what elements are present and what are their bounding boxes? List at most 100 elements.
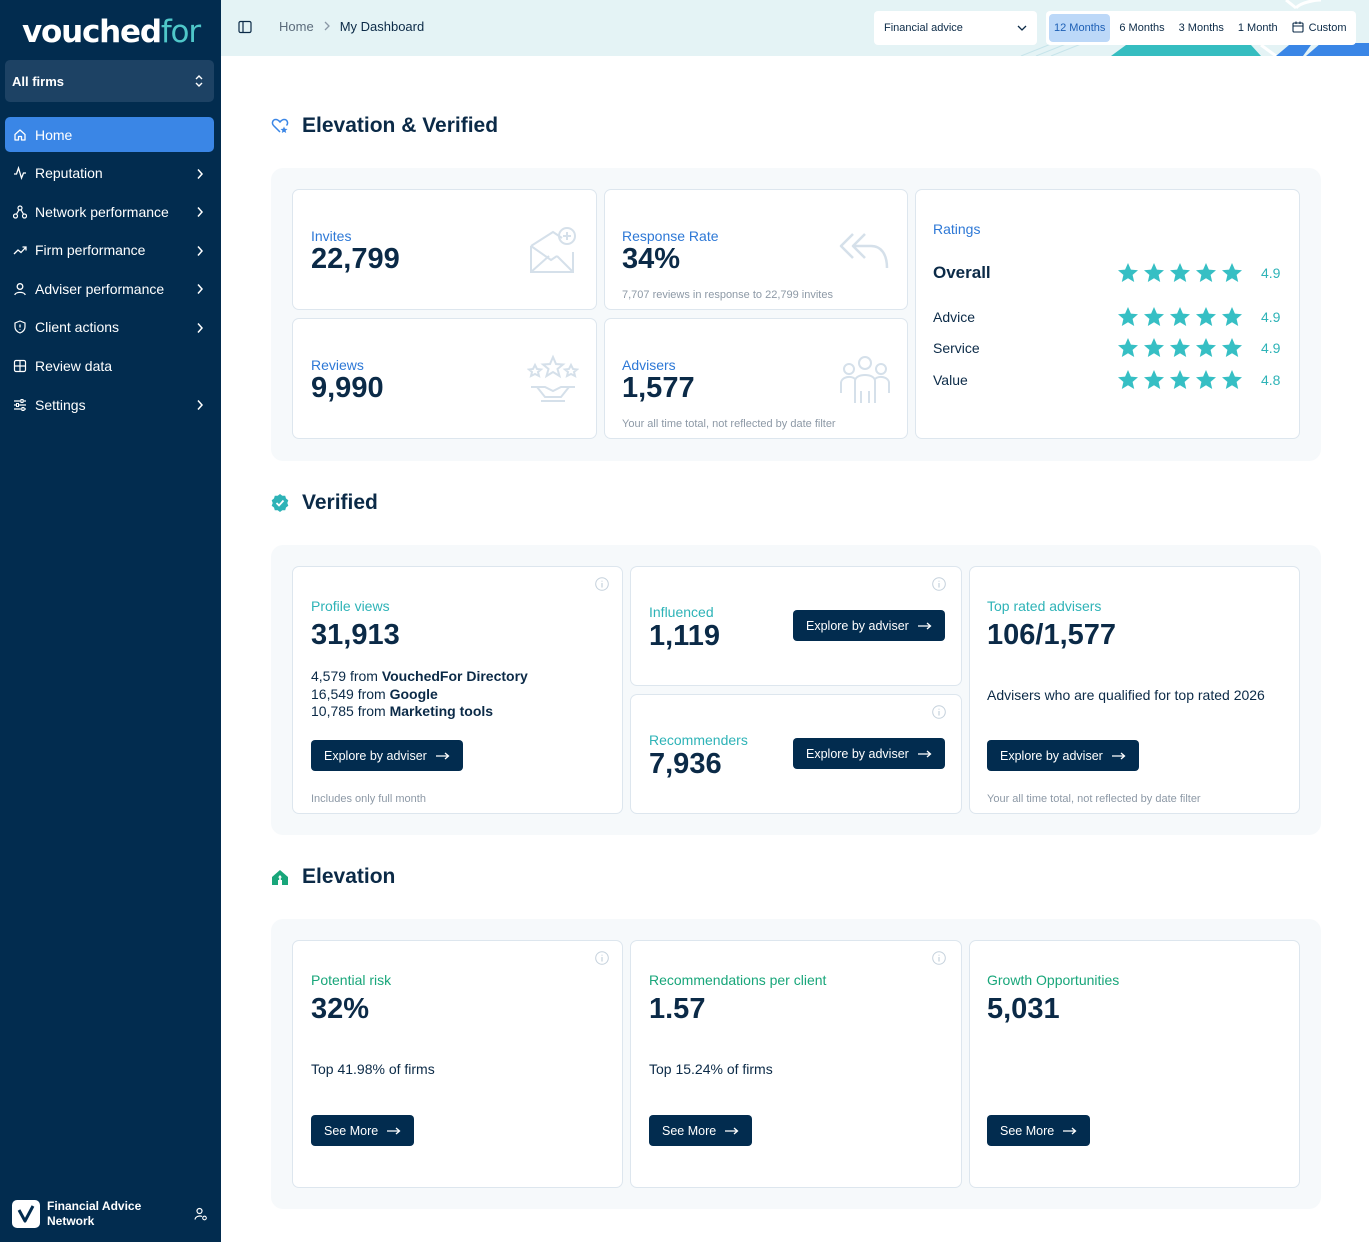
info-icon[interactable]: [932, 705, 946, 719]
vouchedfor-logo[interactable]: vouchedfor: [22, 14, 201, 50]
top-rated-value: 106/1,577: [987, 619, 1117, 651]
advisers-value: 1,577: [622, 372, 695, 404]
star-icon: [1222, 338, 1242, 357]
sidebar-item-label: Firm performance: [35, 242, 146, 259]
star-icon: [1144, 263, 1164, 282]
rating-label: Overall: [933, 263, 991, 282]
ratings-card: Ratings Overall 4.9 Advice 4.9: [915, 189, 1300, 439]
period-custom-label: Custom: [1308, 22, 1347, 34]
star-icon: [1170, 307, 1190, 326]
sidebar-item-firm-performance[interactable]: Firm performance: [5, 233, 214, 268]
top-rated-card: Top rated advisers 106/1,577 Advisers wh…: [969, 566, 1300, 814]
arrow-right-icon: [387, 1124, 401, 1138]
activity-icon: [13, 166, 27, 181]
see-more-button[interactable]: See More: [987, 1115, 1091, 1146]
explore-by-adviser-button[interactable]: Explore by adviser: [793, 738, 945, 769]
response-rate-card: Response Rate 34% 7,707 reviews in respo…: [604, 189, 908, 310]
user-settings-icon[interactable]: [194, 1207, 208, 1226]
star-icon: [1118, 370, 1138, 389]
star-icon: [1118, 307, 1138, 326]
reviews-card: Reviews 9,990: [292, 318, 597, 439]
rating-label: Advice: [933, 309, 976, 325]
period-12-months[interactable]: 12 Months: [1049, 14, 1111, 42]
star-icon: [1222, 307, 1242, 326]
profile-views-label: Profile views: [311, 598, 390, 614]
sidebar-item-adviser-performance[interactable]: Adviser performance: [5, 271, 214, 306]
period-selector: 12 Months 6 Months 3 Months 1 Month Cust…: [1046, 11, 1356, 45]
info-icon[interactable]: [932, 951, 946, 965]
firm-selector[interactable]: All firms: [5, 60, 214, 102]
account-footer[interactable]: Financial Advice Network: [12, 1198, 212, 1230]
rating-row-value: Value 4.8: [933, 369, 1298, 391]
growth-opportunities-value: 5,031: [987, 993, 1060, 1025]
info-icon[interactable]: [595, 577, 609, 591]
star-icon: [1196, 338, 1216, 357]
invites-card: Invites 22,799: [292, 189, 597, 310]
star-icon: [1144, 370, 1164, 389]
sidebar-item-review-data[interactable]: Review data: [5, 349, 214, 384]
heart-star-icon: [271, 117, 289, 135]
elevation-panel: Potential risk 32% Top 41.98% of firms S…: [271, 919, 1321, 1209]
calendar-icon: [1292, 21, 1304, 36]
influenced-label: Influenced: [649, 604, 714, 620]
reviews-value: 9,990: [311, 372, 384, 404]
sidebar-item-network-performance[interactable]: Network performance: [5, 194, 214, 229]
info-icon[interactable]: [595, 951, 609, 965]
chevron-right-icon: [196, 167, 204, 183]
explore-by-adviser-button[interactable]: Explore by adviser: [793, 610, 945, 641]
info-icon[interactable]: [932, 577, 946, 591]
rating-label: Value: [933, 372, 968, 388]
advisers-label: Advisers: [622, 357, 676, 373]
sidebar-item-client-actions[interactable]: Client actions: [5, 310, 214, 345]
response-rate-label: Response Rate: [622, 228, 719, 244]
ratings-title: Ratings: [933, 221, 981, 237]
star-icon: [1144, 338, 1164, 357]
rating-score: 4.9: [1261, 265, 1281, 281]
response-rate-note: 7,707 reviews in response to 22,799 invi…: [622, 289, 833, 301]
mail-plus-icon: [527, 224, 579, 281]
chevron-updown-icon: [194, 74, 204, 91]
growth-opportunities-card: Growth Opportunities 5,031 See More: [969, 940, 1300, 1188]
explore-by-adviser-button[interactable]: Explore by adviser: [311, 740, 463, 771]
period-1-month[interactable]: 1 Month: [1237, 22, 1278, 34]
sidebar-item-home[interactable]: Home: [5, 117, 214, 152]
star-icon: [1196, 307, 1216, 326]
stars-hand-icon: [526, 353, 580, 410]
sidebar-item-reputation[interactable]: Reputation: [5, 156, 214, 191]
growth-opportunities-label: Growth Opportunities: [987, 972, 1120, 988]
profile-views-sources: 4,579 from VouchedFor Directory 16,549 f…: [311, 668, 528, 721]
star-icon: [1170, 338, 1190, 357]
rating-label: Service: [933, 340, 980, 356]
account-name: Financial Advice Network: [47, 1199, 142, 1228]
reply-all-icon: [839, 228, 891, 277]
star-icon: [1118, 338, 1138, 357]
potential-risk-description: Top 41.98% of firms: [311, 1061, 435, 1077]
period-custom[interactable]: Custom: [1287, 14, 1352, 42]
advisers-card: Advisers 1,577 Your all time total, not …: [604, 318, 908, 439]
shield-icon: [13, 320, 27, 335]
arrow-right-icon: [917, 747, 932, 761]
recommendations-per-client-card: Recommendations per client 1.57 Top 15.2…: [630, 940, 962, 1188]
sidebar-item-label: Adviser performance: [35, 280, 165, 297]
period-6-months[interactable]: 6 Months: [1119, 22, 1165, 34]
rating-score: 4.8: [1261, 372, 1281, 388]
potential-risk-label: Potential risk: [311, 972, 392, 988]
invites-label: Invites: [311, 228, 352, 244]
sidebar-toggle-icon[interactable]: [238, 20, 252, 39]
see-more-button[interactable]: See More: [649, 1115, 753, 1146]
influenced-value: 1,119: [649, 620, 720, 652]
period-3-months[interactable]: 3 Months: [1178, 22, 1224, 34]
home-icon: [13, 128, 27, 142]
users-group-icon: [839, 353, 891, 410]
sidebar-item-settings[interactable]: Settings: [5, 387, 214, 422]
see-more-button[interactable]: See More: [311, 1115, 415, 1146]
section-title: Verified: [302, 491, 378, 514]
explore-by-adviser-button[interactable]: Explore by adviser: [987, 740, 1139, 771]
top-rated-label: Top rated advisers: [987, 598, 1102, 614]
verified-panel: Profile views 31,913 4,579 from VouchedF…: [271, 545, 1321, 835]
category-select[interactable]: Financial advice: [874, 11, 1037, 45]
rating-row-service: Service 4.9: [933, 337, 1298, 359]
star-icon: [1222, 263, 1242, 282]
breadcrumb-home[interactable]: Home: [279, 19, 314, 34]
source-row: 16,549 from Google: [311, 685, 438, 702]
